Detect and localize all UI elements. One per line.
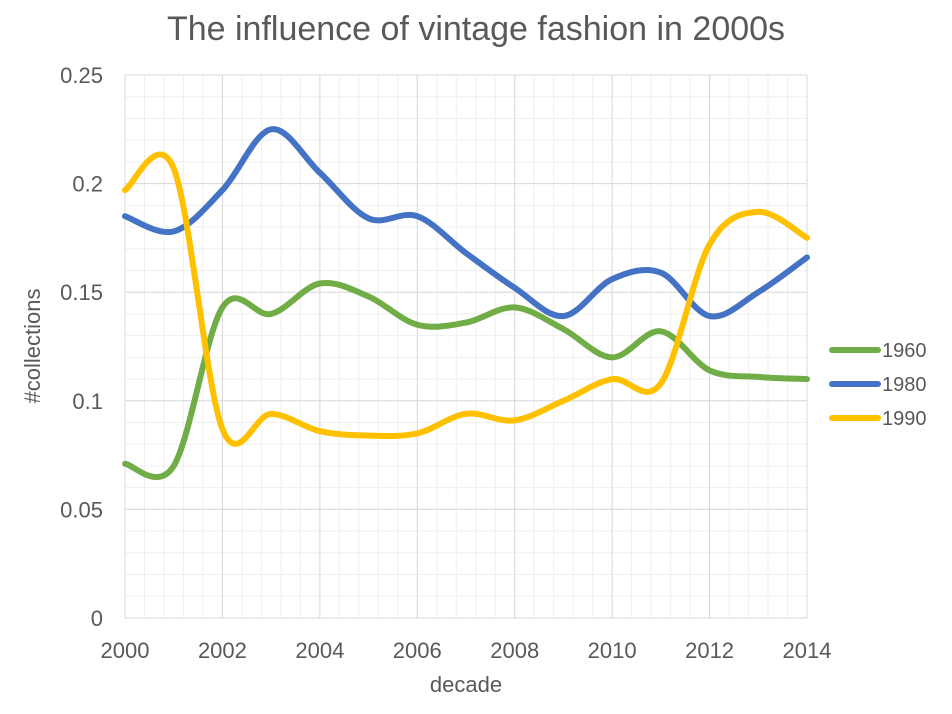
- minor-gridlines: [124, 74, 808, 619]
- series-lines: [122, 126, 810, 481]
- y-axis-tick-labels: 0 0.05 0.1 0.15 0.2 0.25: [60, 63, 103, 631]
- x-tick-label: 2012: [685, 638, 734, 663]
- legend-label-1960: 1960: [882, 340, 927, 362]
- y-axis-title: #collections: [20, 289, 45, 404]
- x-axis-tick-labels: 2000 2002 2004 2006 2008 2010 2012 2014: [101, 638, 832, 663]
- y-tick-label: 0.15: [60, 280, 103, 305]
- x-tick-label: 2002: [198, 638, 247, 663]
- y-tick-label: 0.2: [72, 172, 103, 197]
- series-line-1990: [122, 151, 810, 447]
- chart-title: The influence of vintage fashion in 2000…: [166, 10, 786, 48]
- x-tick-label: 2008: [490, 638, 539, 663]
- y-tick-label: 0.05: [60, 497, 103, 522]
- series-line-1980: [122, 126, 810, 320]
- x-axis-title: decade: [430, 672, 502, 697]
- x-tick-label: 2004: [295, 638, 344, 663]
- x-tick-label: 2010: [588, 638, 637, 663]
- legend: 1960 1980 1990: [829, 340, 927, 430]
- legend-label-1980: 1980: [882, 374, 927, 396]
- x-tick-label: 2000: [101, 638, 150, 663]
- x-tick-label: 2006: [393, 638, 442, 663]
- y-tick-label: 0: [91, 606, 103, 631]
- legend-label-1990: 1990: [882, 408, 927, 430]
- x-tick-label: 2014: [783, 638, 832, 663]
- y-tick-label: 0.25: [60, 63, 103, 88]
- major-gridlines: [124, 74, 808, 619]
- series-line-1960: [122, 279, 810, 481]
- y-tick-label: 0.1: [72, 389, 103, 414]
